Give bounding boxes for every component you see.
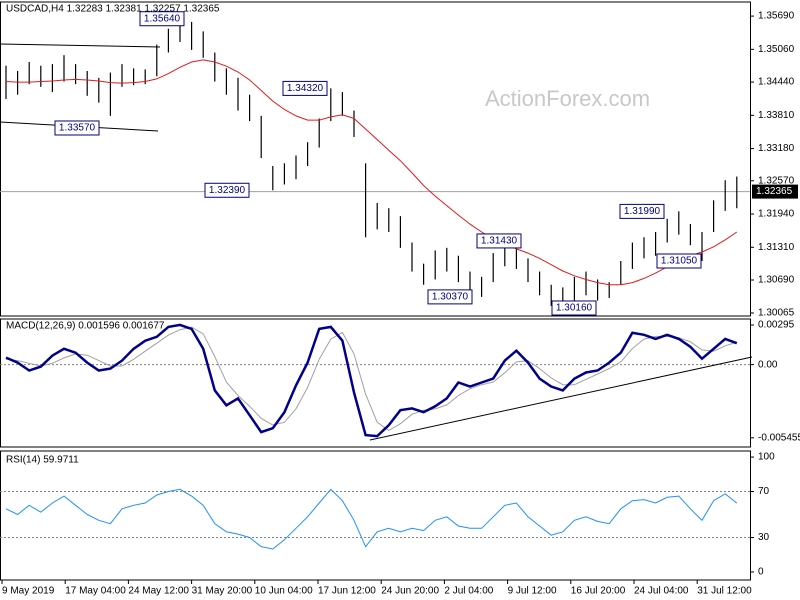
y-tick-label: 70 bbox=[758, 486, 770, 497]
x-tick-label: 24 May 12:00 bbox=[128, 586, 189, 597]
annotation-box bbox=[139, 11, 185, 27]
y-tick-label: 0.00 bbox=[758, 359, 778, 370]
panel-frame bbox=[0, 450, 751, 581]
y-tick-label: 1.30065 bbox=[758, 308, 795, 319]
y-tick-label: 1.30690 bbox=[758, 275, 795, 286]
annotation-label: 1.35640 bbox=[144, 13, 181, 24]
last-price-label: 1.32365 bbox=[756, 186, 793, 197]
annotation-label: 1.30160 bbox=[556, 303, 593, 314]
annotation-label: 1.31050 bbox=[661, 256, 698, 267]
annotation-box bbox=[54, 120, 100, 136]
series-line bbox=[5, 323, 738, 438]
series-line bbox=[5, 326, 737, 431]
annotation-label: 1.34320 bbox=[287, 83, 324, 94]
x-tick-label: 10 Jun 04:00 bbox=[255, 586, 313, 597]
annotation-box bbox=[656, 253, 702, 269]
x-tick-label: 31 May 20:00 bbox=[192, 586, 253, 597]
annotation-box bbox=[551, 300, 597, 316]
panel-frame bbox=[0, 318, 751, 448]
annotation-box bbox=[619, 203, 665, 219]
x-tick-label: 9 May 2019 bbox=[2, 586, 55, 597]
series-line bbox=[5, 59, 738, 286]
annotation-box bbox=[204, 182, 250, 198]
series-line bbox=[5, 488, 738, 550]
plots bbox=[0, 1, 751, 581]
y-tick-label: 0.00295 bbox=[758, 320, 795, 331]
y-tick-label: 1.35060 bbox=[758, 44, 795, 55]
channel-top bbox=[0, 43, 161, 48]
rsi-title: RSI(14) 59.9711 bbox=[6, 455, 79, 466]
annotation-label: 1.31990 bbox=[624, 206, 661, 217]
macd-trendline bbox=[369, 356, 753, 441]
annotation-box bbox=[476, 233, 522, 249]
annotation-label: 1.32390 bbox=[209, 185, 246, 196]
x-tick-label: 9 Jul 12:00 bbox=[508, 586, 557, 597]
annotation-label: 1.30370 bbox=[432, 292, 469, 303]
y-tick-label: 1.33180 bbox=[758, 143, 795, 154]
y-tick-label: 1.35690 bbox=[758, 11, 795, 22]
price-title: USDCAD,H4 1.32283 1.32381 1.32257 1.3236… bbox=[6, 4, 220, 15]
y-tick-label: 1.33810 bbox=[758, 110, 795, 121]
panel-frame bbox=[0, 1, 751, 317]
annotation-box bbox=[427, 289, 473, 305]
x-tick-label: 17 Jun 12:00 bbox=[318, 586, 376, 597]
watermark: ActionForex.com bbox=[485, 86, 650, 111]
x-tick-label: 31 Jul 12:00 bbox=[697, 586, 752, 597]
x-tick-label: 16 Jul 20:00 bbox=[571, 586, 626, 597]
x-tick-label: 17 May 04:00 bbox=[65, 586, 126, 597]
x-tick-label: 2 Jul 04:00 bbox=[444, 586, 493, 597]
y-tick-label: 1.32570 bbox=[758, 175, 795, 186]
annotation-box bbox=[282, 80, 328, 96]
macd-title: MACD(12,26,9) 0.001596 0.001677 bbox=[6, 321, 165, 332]
y-tick-label: 0 bbox=[758, 567, 764, 578]
x-tick-label: 24 Jul 04:00 bbox=[634, 586, 689, 597]
y-tick-label: 1.31310 bbox=[758, 242, 795, 253]
annotation-label: 1.31430 bbox=[481, 236, 518, 247]
last-price-box bbox=[752, 184, 798, 199]
y-tick-label: 1.31940 bbox=[758, 209, 795, 220]
y-tick-label: -0.005455 bbox=[758, 432, 800, 443]
annotation-label: 1.33570 bbox=[59, 123, 96, 134]
y-tick-label: 1.34440 bbox=[758, 77, 795, 88]
y-tick-label: 30 bbox=[758, 532, 770, 543]
y-tick-label: 100 bbox=[758, 452, 775, 463]
x-tick-label: 24 Jun 20:00 bbox=[381, 586, 439, 597]
